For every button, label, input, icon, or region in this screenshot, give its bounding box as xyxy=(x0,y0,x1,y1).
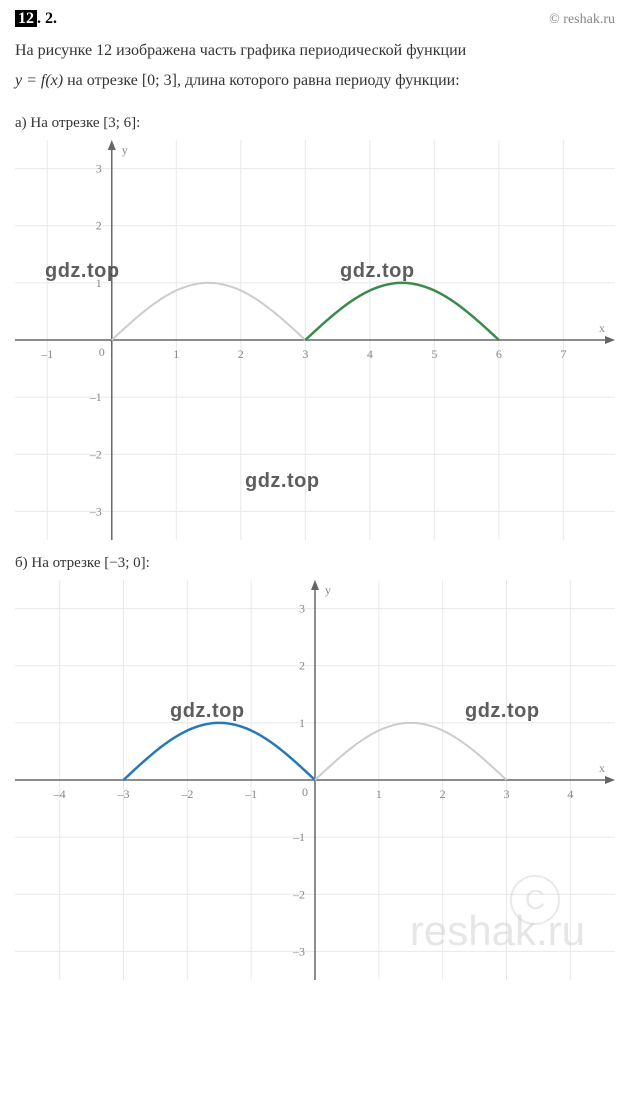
svg-text:–2: –2 xyxy=(89,447,102,461)
text-suffix: , длина которого равна периоду функции: xyxy=(177,72,460,89)
copyright-icon: C xyxy=(510,875,560,925)
problem-line1: На рисунке 12 изображена часть графика п… xyxy=(15,36,615,66)
part-b-label: б) На отрезке [−3; 0]: xyxy=(15,555,615,572)
svg-text:y: y xyxy=(325,583,331,597)
problem-suffix: . 2. xyxy=(37,10,57,27)
svg-text:–1: –1 xyxy=(89,390,102,404)
svg-text:1: 1 xyxy=(299,716,305,730)
math-function: y = f(x) xyxy=(15,72,63,89)
svg-text:0: 0 xyxy=(302,785,308,799)
problem-prefix: 12 xyxy=(15,10,37,27)
svg-text:2: 2 xyxy=(238,347,244,361)
svg-text:x: x xyxy=(599,321,605,335)
svg-text:3: 3 xyxy=(302,347,308,361)
svg-text:2: 2 xyxy=(299,658,305,672)
svg-text:2: 2 xyxy=(440,787,446,801)
svg-text:x: x xyxy=(599,761,605,775)
svg-text:–3: –3 xyxy=(89,504,102,518)
svg-text:4: 4 xyxy=(567,787,573,801)
svg-text:–2: –2 xyxy=(292,887,305,901)
svg-text:1: 1 xyxy=(96,276,102,290)
svg-text:2: 2 xyxy=(96,218,102,232)
chart-b-container: –4–3–2–101234–3–2–1123xy gdz.top gdz.top… xyxy=(15,580,615,980)
part-a-label: а) На отрезке [3; 6]: xyxy=(15,115,615,132)
svg-text:6: 6 xyxy=(496,347,502,361)
svg-text:–1: –1 xyxy=(292,830,305,844)
svg-text:5: 5 xyxy=(431,347,437,361)
svg-text:y: y xyxy=(122,143,128,157)
attribution: © reshak.ru xyxy=(549,12,615,28)
svg-text:–3: –3 xyxy=(292,944,305,958)
svg-text:–4: –4 xyxy=(53,787,66,801)
svg-text:3: 3 xyxy=(299,601,305,615)
problem-number: 12. 2. xyxy=(15,10,57,28)
text-mid: на отрезке xyxy=(63,72,142,89)
interval: [0; 3] xyxy=(142,72,177,89)
svg-text:–2: –2 xyxy=(180,787,193,801)
chart-a-container: –101234567–3–2–1123xy gdz.top gdz.top gd… xyxy=(15,140,615,540)
svg-text:1: 1 xyxy=(173,347,179,361)
problem-statement: На рисунке 12 изображена часть графика п… xyxy=(15,36,615,97)
svg-text:–1: –1 xyxy=(40,347,53,361)
svg-text:–3: –3 xyxy=(117,787,130,801)
svg-text:0: 0 xyxy=(99,345,105,359)
svg-text:3: 3 xyxy=(96,161,102,175)
svg-text:7: 7 xyxy=(560,347,566,361)
chart-a: –1 0 1 2 3 4 5 6 7 –3 –2 –1 1 2 3 x y xyxy=(15,140,615,540)
svg-text:–1: –1 xyxy=(244,787,257,801)
problem-line2: y = f(x) на отрезке [0; 3], длина которо… xyxy=(15,66,615,96)
svg-text:1: 1 xyxy=(376,787,382,801)
svg-text:3: 3 xyxy=(503,787,509,801)
svg-text:4: 4 xyxy=(367,347,373,361)
